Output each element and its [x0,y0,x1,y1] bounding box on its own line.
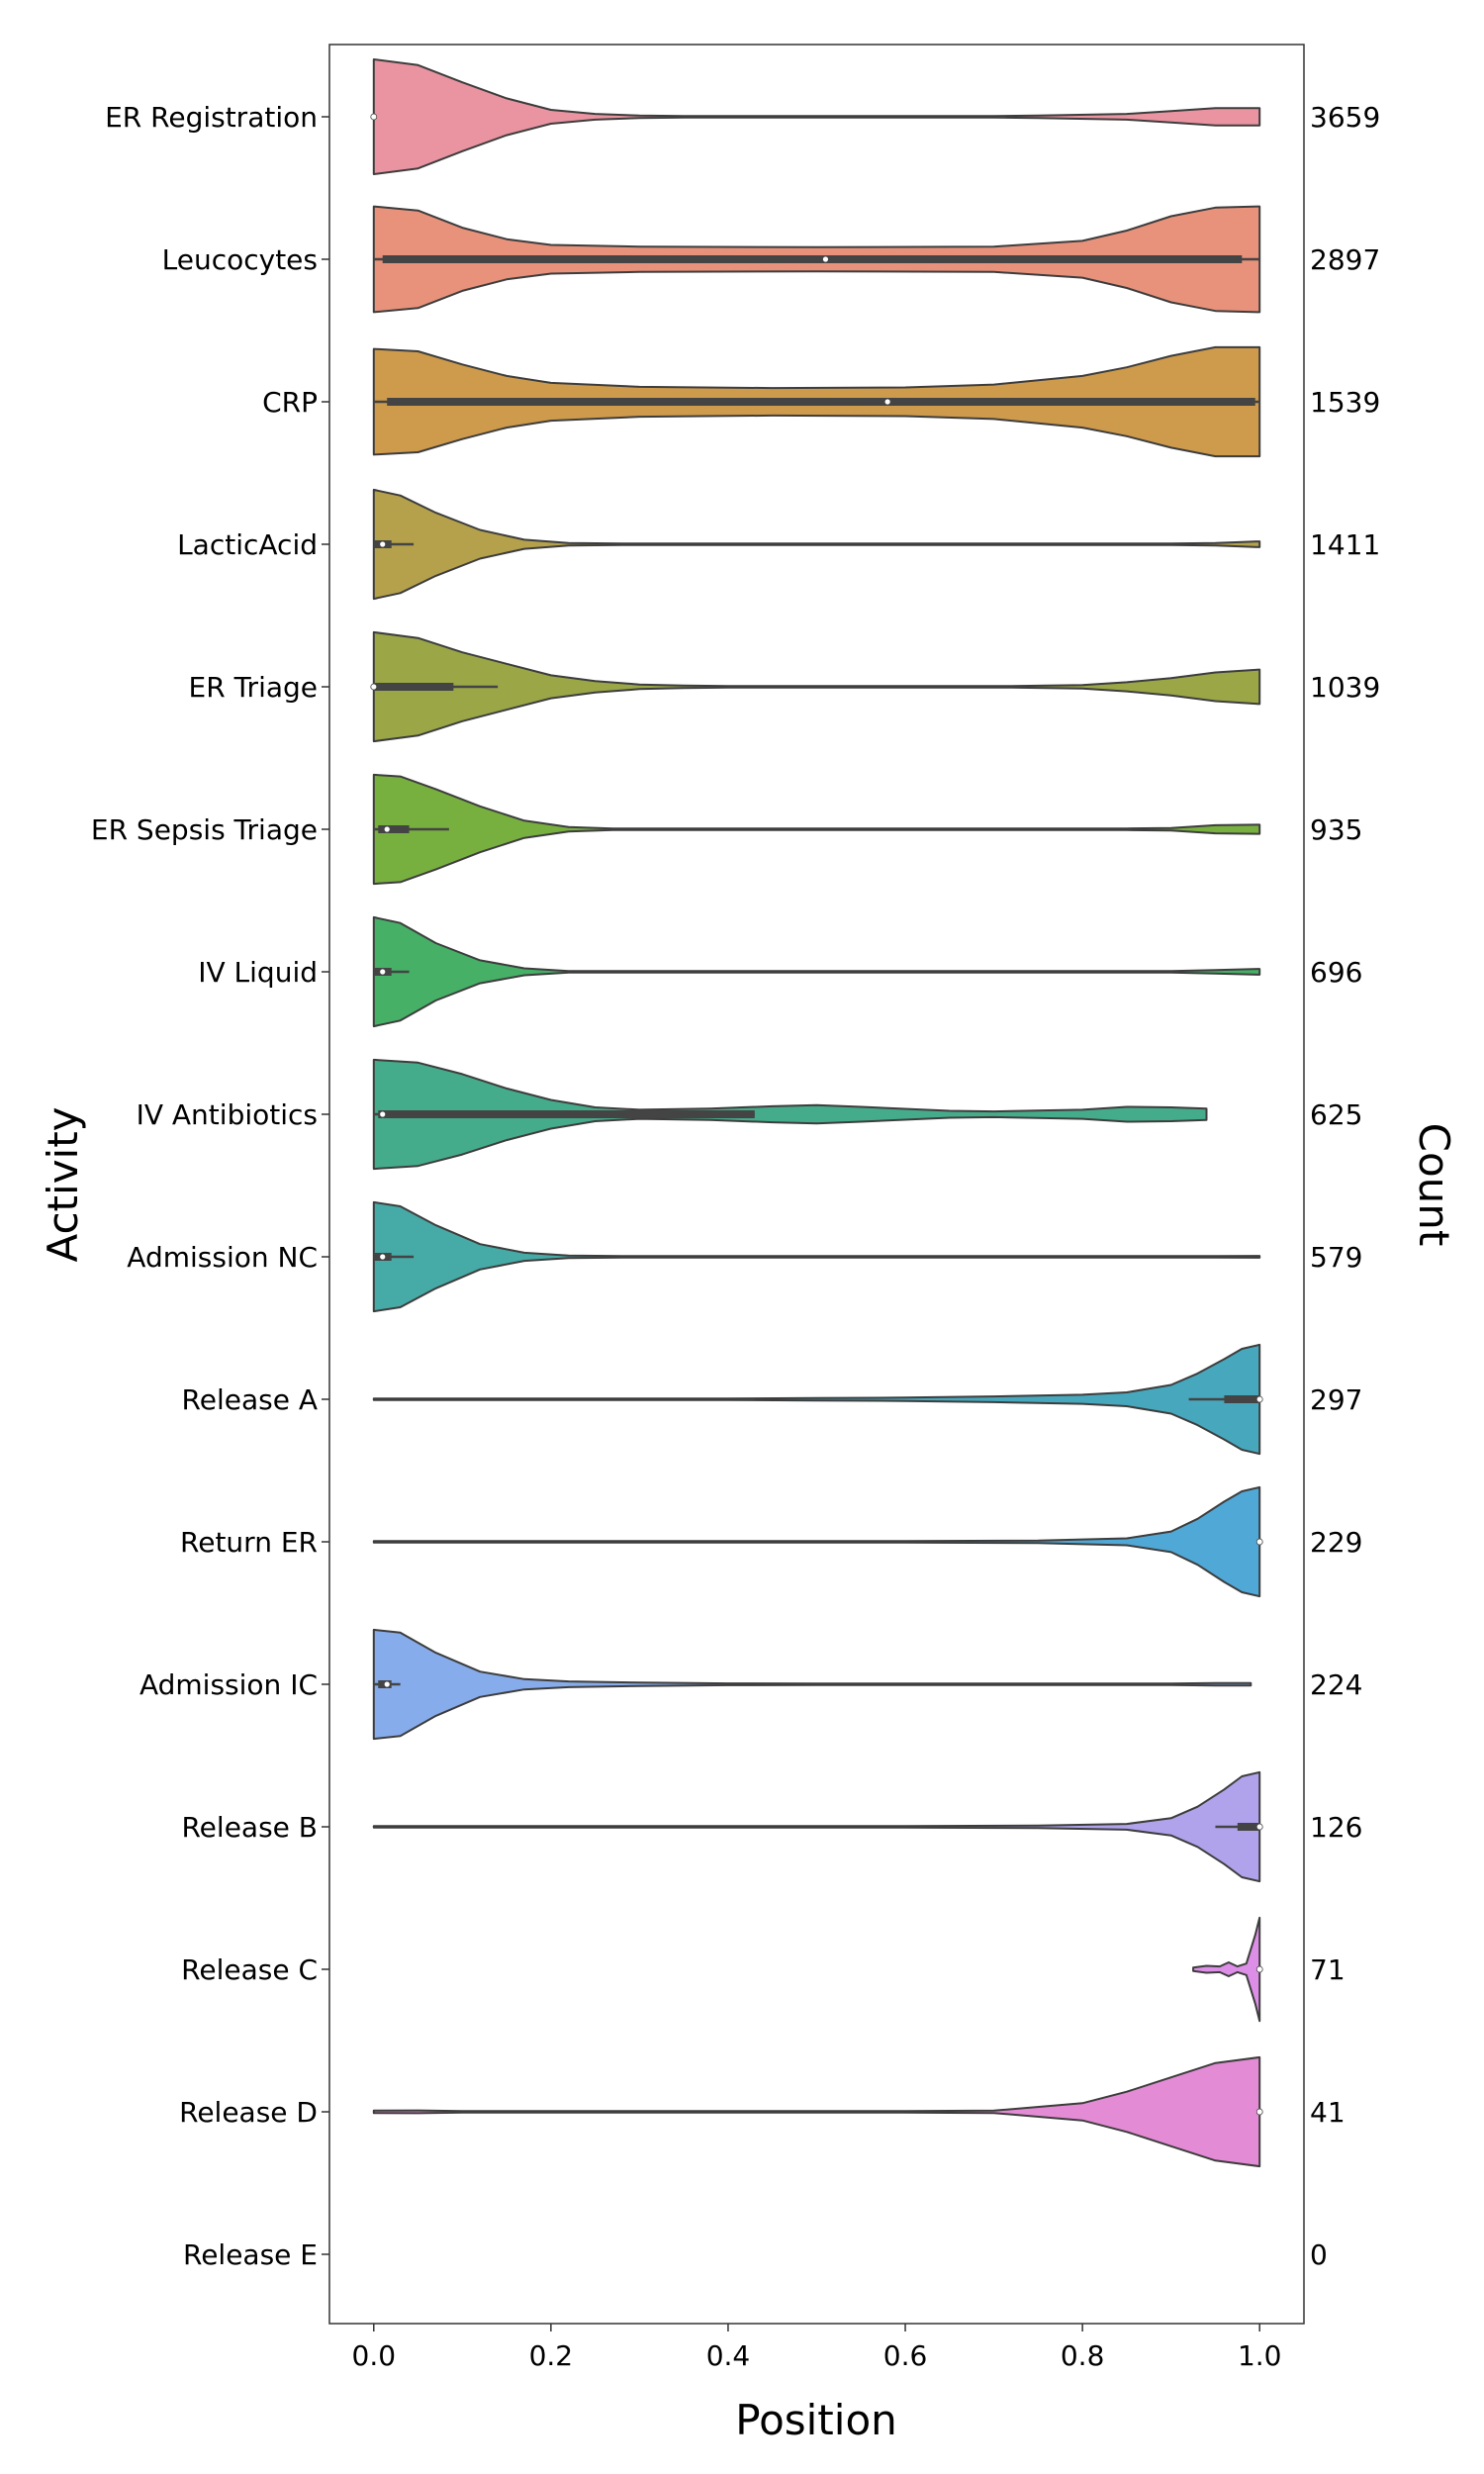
violin-release-b [372,1770,1261,1883]
iqr-box-leucocytes [382,255,1243,263]
count-label-release-a: 297 [1310,1383,1362,1416]
median-point-er-registration [370,113,378,121]
count-label-er-sepsis-triage: 935 [1310,813,1362,846]
category-label-release-a: Release A [182,1383,318,1416]
median-point-iv-liquid [379,968,387,976]
violin-admission-ic [372,1628,1252,1741]
median-point-release-b [1255,1823,1263,1831]
iqr-box-er-triage [373,683,454,691]
count-label-iv-antibiotics: 625 [1310,1098,1362,1131]
median-point-admission-nc [379,1253,387,1261]
median-point-release-a [1255,1395,1263,1403]
violin-iv-antibiotics [372,1058,1208,1171]
category-label-release-d: Release D [179,2096,318,2129]
violin-release-c [1192,1916,1261,2023]
category-label-release-c: Release C [181,1953,318,1986]
iqr-box-crp [387,398,1255,406]
y2-axis-label: Count [1410,1123,1458,1247]
category-label-admission-nc: Admission NC [127,1241,318,1274]
category-label-er-registration: ER Registration [105,101,318,134]
violins-layer [370,58,1263,2168]
category-label-lacticacid: LacticAcid [177,528,318,561]
median-point-iv-antibiotics [379,1110,387,1118]
iqr-box-release-a [1224,1395,1260,1403]
count-label-release-b: 126 [1310,1811,1362,1844]
median-point-release-d [1255,2108,1263,2116]
category-label-release-b: Release B [181,1811,318,1844]
count-label-crp: 1539 [1310,386,1380,419]
violin-release-d [372,2055,1261,2168]
y-axis-label: Activity [39,1106,87,1262]
category-label-release-e: Release E [183,2238,318,2271]
category-label-iv-antibiotics: IV Antibiotics [137,1098,318,1131]
iqr-box-release-b [1237,1823,1260,1831]
iqr-box-iv-antibiotics [378,1110,755,1118]
median-point-leucocytes [822,255,829,263]
violin-release-a [372,1343,1261,1456]
violin-lacticacid [372,488,1261,601]
category-label-iv-liquid: IV Liquid [198,956,318,989]
violin-er-triage [372,630,1261,743]
x-tick-label: 0.8 [1061,2339,1105,2372]
median-point-return-er [1255,1538,1263,1546]
violin-iv-liquid [372,915,1261,1028]
count-label-release-d: 41 [1310,2096,1345,2129]
median-point-lacticacid [379,540,387,548]
median-point-er-triage [370,683,378,691]
category-label-admission-ic: Admission IC [139,1668,318,1701]
x-tick-label: 0.4 [706,2339,751,2372]
plot-frame [328,44,1305,2325]
count-label-er-triage: 1039 [1310,671,1380,704]
x-tick-label: 1.0 [1238,2339,1282,2372]
x-tick-label: 0.2 [529,2339,574,2372]
count-label-return-er: 229 [1310,1526,1362,1559]
category-labels: ER Registration Leucocytes CRP LacticAcid ER… [91,101,329,2271]
x-axis-ticks: 0.0 0.2 0.4 0.6 0.8 1.0 [352,2324,1282,2372]
x-tick-label: 0.0 [352,2339,397,2372]
category-label-return-er: Return ER [180,1526,318,1559]
violin-er-registration [372,58,1261,175]
count-label-admission-nc: 579 [1310,1241,1362,1274]
x-tick-label: 0.6 [883,2339,928,2372]
median-point-admission-ic [383,1680,391,1688]
count-label-admission-ic: 224 [1310,1668,1362,1701]
count-label-release-c: 71 [1310,1953,1345,1986]
category-label-er-triage: ER Triage [189,671,318,704]
count-label-release-e: 0 [1310,2238,1328,2271]
category-label-leucocytes: Leucocytes [162,243,318,276]
count-label-lacticacid: 1411 [1310,528,1380,561]
count-label-er-registration: 3659 [1310,101,1380,134]
violin-return-er [372,1485,1261,1598]
count-label-iv-liquid: 696 [1310,956,1362,989]
category-label-er-sepsis-triage: ER Sepsis Triage [91,813,318,846]
count-label-leucocytes: 2897 [1310,243,1380,276]
violin-er-sepsis-triage [372,773,1261,886]
median-point-crp [883,398,891,406]
x-axis-label: Position [735,2396,897,2444]
median-point-er-sepsis-triage [383,825,391,833]
violin-admission-nc [372,1200,1261,1313]
iqr-box-er-sepsis-triage [378,825,410,833]
category-label-crp: CRP [262,386,318,419]
count-labels: 3659 2897 1539 1411 1039 935 696 625 579 297 229 22… [1310,101,1380,2271]
median-point-release-c [1255,1965,1263,1973]
